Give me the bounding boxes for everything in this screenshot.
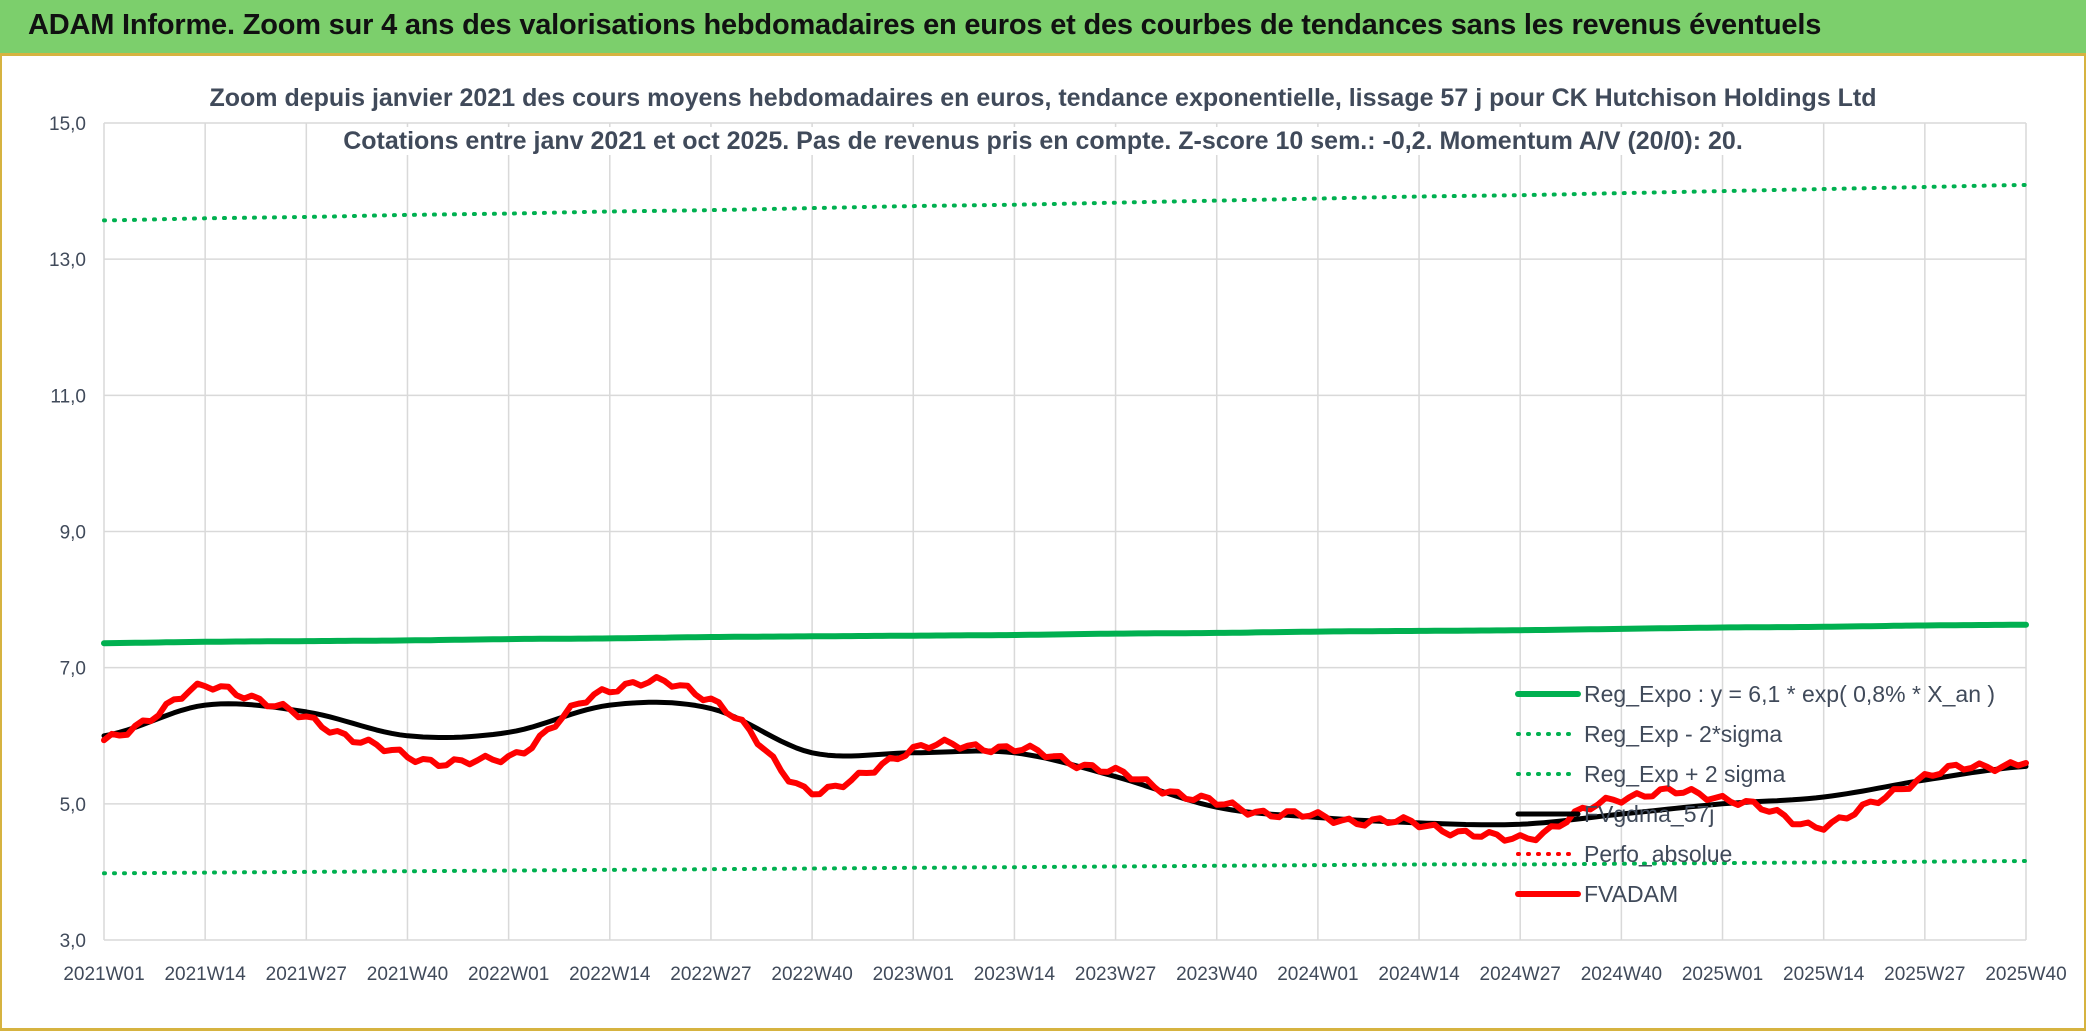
y-tick-label: 3,0 — [60, 931, 86, 952]
x-tick-label: 2022W01 — [468, 964, 549, 985]
chart-frame — [0, 56, 2086, 1031]
x-tick-label: 2022W14 — [569, 964, 651, 985]
series-line-reg_expo — [101, 621, 2029, 647]
x-tick-label: 2022W27 — [670, 964, 751, 985]
legend-label: Perfo_absolue — [1584, 841, 1732, 867]
chart-title: Zoom depuis janvier 2021 des cours moyen… — [203, 84, 1883, 112]
series-line-reg_exp — [102, 859, 2028, 876]
legend-label: Reg_Exp - 2*sigma — [1584, 721, 1782, 747]
x-tick-label: 2024W01 — [1277, 964, 1358, 985]
y-tick-label: 15,0 — [49, 114, 86, 135]
x-tick-label: 2025W40 — [1985, 964, 2066, 985]
x-tick-label: 2021W40 — [367, 964, 448, 985]
y-tick-label: 5,0 — [60, 795, 86, 816]
legend-label: Reg_Expo : y = 6,1 * exp( 0,8% * X_an ) — [1584, 681, 1995, 707]
chart-title-line: Zoom depuis janvier 2021 des cours moyen… — [0, 84, 2086, 113]
y-tick-label: 13,0 — [49, 250, 86, 271]
x-tick-label: 2024W27 — [1480, 964, 1561, 985]
x-tick-label: 2021W14 — [164, 964, 246, 985]
header-banner: ADAM Informe. Zoom sur 4 ans des valoris… — [0, 0, 2086, 56]
x-tick-label: 2021W01 — [63, 964, 144, 985]
header-title: ADAM Informe. Zoom sur 4 ans des valoris… — [28, 9, 1822, 41]
chart-subtitle-line: Cotations entre janv 2021 et oct 2025. P… — [0, 127, 2086, 156]
legend-label: FVgdma_57j — [1584, 801, 1714, 827]
x-tick-label: 2024W14 — [1378, 964, 1460, 985]
x-tick-label: 2023W27 — [1075, 964, 1156, 985]
x-tick-label: 2023W14 — [974, 964, 1056, 985]
chart-subtitle: Cotations entre janv 2021 et oct 2025. P… — [337, 127, 1749, 155]
y-tick-label: 7,0 — [60, 659, 86, 680]
x-tick-label: 2025W27 — [1884, 964, 1965, 985]
x-tick-label: 2022W40 — [771, 964, 852, 985]
x-tick-label: 2024W40 — [1581, 964, 1662, 985]
x-tick-label: 2021W27 — [266, 964, 347, 985]
series-line-fvadam — [101, 674, 2029, 844]
legend-label: Reg_Exp + 2 sigma — [1584, 761, 1786, 787]
y-tick-label: 11,0 — [50, 386, 86, 407]
legend-label: FVADAM — [1584, 881, 1678, 907]
x-tick-label: 2023W01 — [873, 964, 954, 985]
x-tick-label: 2025W01 — [1682, 964, 1763, 985]
x-tick-label: 2025W14 — [1783, 964, 1865, 985]
y-tick-label: 9,0 — [60, 523, 86, 544]
x-tick-label: 2023W40 — [1176, 964, 1257, 985]
series-line-reg_exp — [102, 183, 2028, 223]
